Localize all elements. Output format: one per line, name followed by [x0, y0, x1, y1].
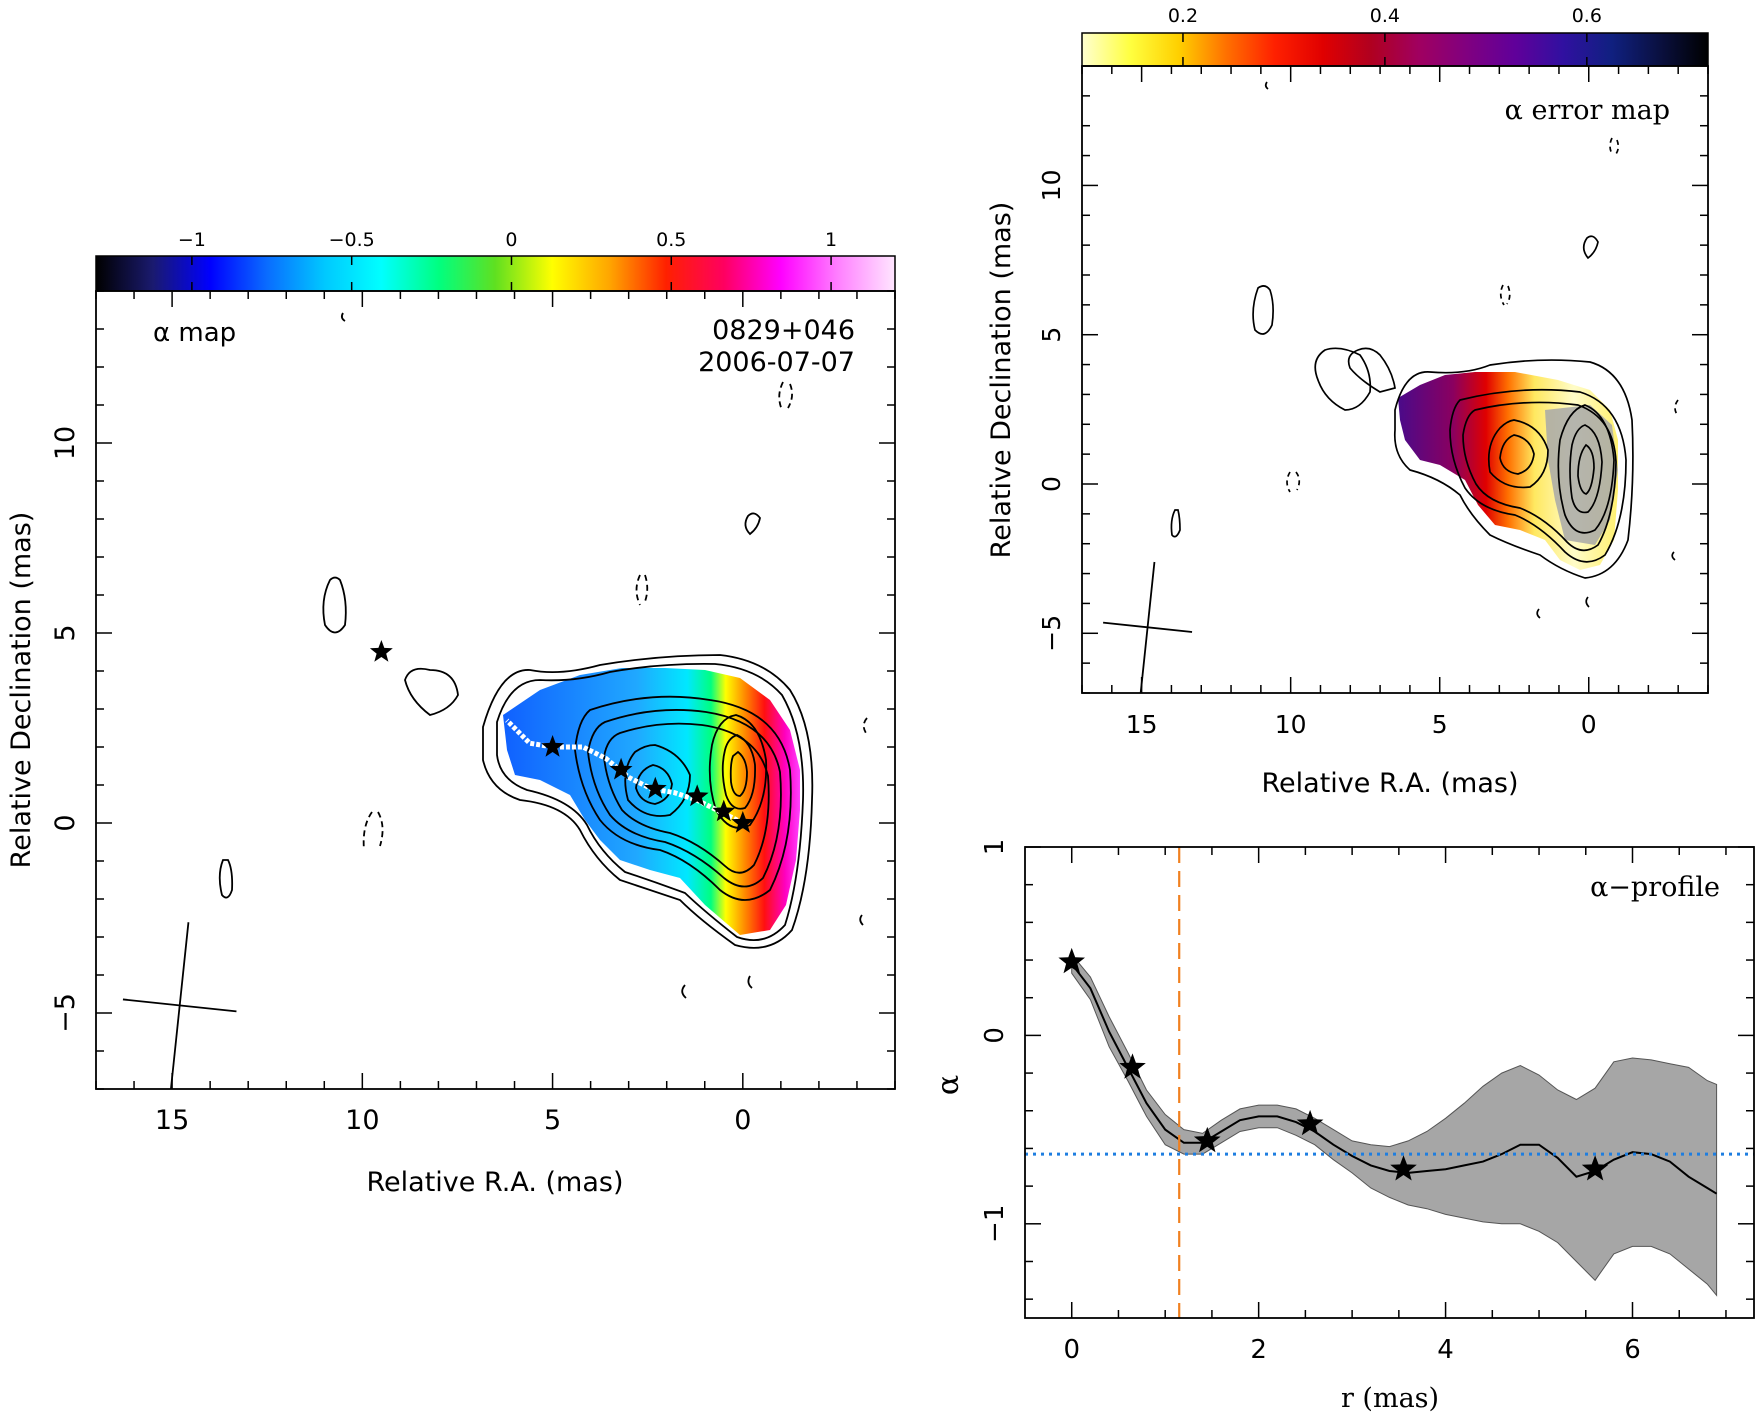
- y-tick-label: −5: [1037, 615, 1066, 652]
- alpha-map-xlabel: Relative R.A. (mas): [367, 1167, 624, 1198]
- profile-star: [1119, 1053, 1146, 1079]
- beam-minor: [1103, 621, 1193, 633]
- profile-ylabel: α: [931, 1075, 966, 1095]
- alpha-colorbar-ticks: −1 −0.5 0 0.5 1: [178, 229, 837, 291]
- alpha-map-date: 2006-07-07: [698, 347, 855, 378]
- profile-xlabel: r (mas): [1341, 1383, 1439, 1414]
- y-tick-label: −5: [50, 993, 81, 1033]
- alpha-emission-region: [503, 668, 800, 935]
- alpha-map-star: [369, 640, 393, 662]
- colorbar-tick-label: 0: [505, 229, 517, 251]
- x-tick-label: 15: [1126, 710, 1158, 739]
- error-colorbar: [1081, 32, 1709, 67]
- profile-x-tick-label: 4: [1437, 1335, 1454, 1365]
- beam-minor: [122, 998, 237, 1013]
- error-map-tick-labels: 15 10 5 0 −5 0 5 10: [1037, 170, 1597, 739]
- profile-star: [1581, 1155, 1609, 1181]
- profile-frame: [1024, 846, 1755, 1319]
- alpha-map-star: [643, 776, 667, 799]
- profile-y-tick-label: 0: [980, 1027, 1010, 1044]
- alpha-map-source: 0829+046: [712, 315, 855, 346]
- alpha-map-stars: [369, 640, 755, 833]
- error-map-image: [1103, 81, 1679, 693]
- alpha-map-star: [712, 799, 736, 822]
- x-tick-label: 15: [155, 1105, 189, 1136]
- colorbar-tick-label: 1: [825, 229, 837, 251]
- profile-x-tick-label: 0: [1063, 1335, 1080, 1365]
- alpha-map-ylabel: Relative Declination (mas): [6, 512, 37, 869]
- alpha-map-star: [541, 735, 564, 757]
- profile-stars: [1058, 947, 1609, 1181]
- profile-x-tick-label: 6: [1624, 1335, 1641, 1365]
- x-tick-label: 0: [1581, 710, 1597, 739]
- y-tick-label: 0: [1037, 476, 1066, 492]
- profile-ticks: [1025, 846, 1754, 1318]
- alpha-map-star: [609, 757, 633, 780]
- alpha-map-ticks: [95, 290, 896, 1090]
- alpha-map-star: [731, 811, 755, 833]
- x-tick-label: 10: [345, 1105, 379, 1136]
- error-map-title: α error map: [1505, 95, 1670, 126]
- colorbar-tick-label: −1: [178, 229, 206, 251]
- alpha-map-title: α map: [153, 318, 236, 348]
- alpha-map-panel: −1 −0.5 0 0.5 1: [6, 229, 896, 1198]
- y-tick-label: 0: [50, 814, 81, 831]
- profile-title: α−profile: [1590, 872, 1720, 903]
- x-tick-label: 5: [544, 1105, 561, 1136]
- error-map-ylabel: Relative Declination (mas): [986, 202, 1017, 559]
- profile-tick-labels: 0 2 4 6 −1 0 1: [980, 839, 1641, 1365]
- error-map-xlabel: Relative R.A. (mas): [1262, 768, 1519, 799]
- colorbar-tick-label: 0.5: [656, 229, 686, 251]
- y-tick-label: 5: [50, 624, 81, 641]
- profile-x-tick-label: 2: [1250, 1335, 1267, 1365]
- alpha-map-frame: [95, 290, 896, 1090]
- x-tick-label: 5: [1432, 710, 1448, 739]
- colorbar-tick-label: 0.6: [1572, 5, 1602, 27]
- profile-y-tick-label: 1: [980, 839, 1010, 856]
- alpha-map-image: [122, 312, 869, 1089]
- profile-star: [1058, 947, 1085, 974]
- error-contours: [1170, 81, 1679, 619]
- profile-star: [1296, 1109, 1324, 1136]
- colorbar-tick-label: 0.2: [1168, 5, 1198, 27]
- profile-y-tick-label: −1: [980, 1205, 1010, 1243]
- y-tick-label: 5: [1037, 327, 1066, 343]
- alpha-map-tick-labels: 15 10 5 0 −5 0 5 10: [50, 426, 751, 1136]
- error-map-ticks: [1081, 65, 1709, 694]
- error-beam: [1103, 561, 1193, 693]
- alpha-colorbar: [95, 255, 896, 292]
- alpha-profile-panel: 0 2 4 6 −1 0 1 α−profile r (mas) α: [931, 839, 1755, 1414]
- profile-star: [1390, 1155, 1417, 1181]
- x-tick-label: 0: [734, 1105, 751, 1136]
- profile-star: [1193, 1126, 1221, 1153]
- alpha-beam: [122, 922, 237, 1089]
- colorbar-tick-label: −0.5: [329, 229, 375, 251]
- y-tick-label: 10: [50, 426, 81, 460]
- error-colorbar-ticks: 0.2 0.4 0.6: [1168, 5, 1602, 66]
- error-map-frame: [1081, 65, 1709, 694]
- profile-error-band: [1071, 953, 1718, 1297]
- y-tick-label: 10: [1037, 170, 1066, 202]
- x-tick-label: 10: [1275, 710, 1307, 739]
- alpha-error-map-panel: 0.2 0.4 0.6: [986, 5, 1709, 799]
- colorbar-tick-label: 0.4: [1370, 5, 1400, 27]
- alpha-map-star: [685, 784, 709, 807]
- alpha-contours: [218, 312, 869, 999]
